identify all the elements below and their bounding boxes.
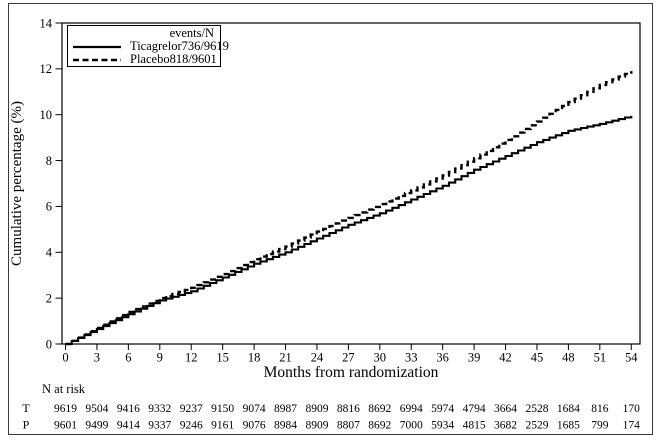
risk-value: 9414 bbox=[117, 420, 140, 432]
placebo-line-swatch-icon bbox=[73, 57, 121, 63]
legend-row-ticagrelor: Ticagrelor 736/9619 bbox=[73, 39, 229, 53]
legend-header-row: events/N bbox=[73, 26, 214, 40]
x-tick-label: 39 bbox=[468, 351, 481, 365]
risk-value: 9237 bbox=[180, 403, 203, 415]
risk-value: 4794 bbox=[463, 403, 486, 415]
risk-value: 5974 bbox=[431, 403, 454, 415]
x-tick-label: 0 bbox=[62, 351, 68, 365]
risk-value: 174 bbox=[623, 420, 641, 432]
x-tick-label: 24 bbox=[311, 351, 324, 365]
risk-value: 170 bbox=[623, 403, 641, 415]
legend-value-placebo: 818/9601 bbox=[169, 52, 217, 66]
y-tick-label: 12 bbox=[40, 62, 53, 76]
legend-label-ticagrelor: Ticagrelor bbox=[130, 39, 182, 53]
x-tick-label: 45 bbox=[531, 351, 544, 365]
risk-value: 7000 bbox=[400, 420, 423, 432]
risk-value: 9076 bbox=[243, 420, 266, 432]
ticagrelor-curve bbox=[65, 115, 633, 346]
legend-label-placebo: Placebo bbox=[130, 52, 170, 66]
x-tick-label: 12 bbox=[185, 351, 198, 365]
x-tick-label: 54 bbox=[625, 351, 638, 365]
risk-value: 4815 bbox=[463, 420, 486, 432]
x-tick-label: 18 bbox=[248, 351, 261, 365]
x-tick-label: 36 bbox=[436, 351, 449, 365]
x-tick-label: 6 bbox=[125, 351, 131, 365]
risk-value: 816 bbox=[591, 403, 609, 415]
y-axis-title-wrap: Cumulative percentage (%) bbox=[1, 23, 33, 344]
y-tick-label: 8 bbox=[46, 154, 52, 168]
y-tick-label: 0 bbox=[46, 337, 52, 351]
risk-value: 8816 bbox=[337, 403, 360, 415]
x-tick-label: 30 bbox=[374, 351, 387, 365]
plot-frame bbox=[61, 22, 641, 345]
x-tick-label: 15 bbox=[216, 351, 229, 365]
risk-value: 9416 bbox=[117, 403, 140, 415]
risk-value: 8909 bbox=[305, 420, 328, 432]
risk-value: 8692 bbox=[368, 403, 391, 415]
risk-value: 799 bbox=[591, 420, 609, 432]
x-tick-label: 51 bbox=[594, 351, 607, 365]
risk-value: 9504 bbox=[85, 403, 108, 415]
ticagrelor-line-swatch-icon bbox=[73, 44, 121, 50]
y-tick-label: 14 bbox=[40, 16, 53, 30]
risk-value: 9601 bbox=[54, 420, 77, 432]
risk-value: 8987 bbox=[274, 403, 297, 415]
x-tick-label: 27 bbox=[342, 351, 355, 365]
risk-value: 5934 bbox=[431, 420, 454, 432]
risk-value: 9337 bbox=[148, 420, 171, 432]
legend-row-placebo: Placebo 818/9601 bbox=[73, 52, 217, 66]
risk-value: 3682 bbox=[494, 420, 517, 432]
risk-value: 6994 bbox=[400, 403, 423, 415]
risk-value: 9161 bbox=[211, 420, 234, 432]
risk-row-label: T bbox=[22, 401, 30, 415]
risk-value: 9332 bbox=[148, 403, 171, 415]
risk-value: 8909 bbox=[305, 403, 328, 415]
risk-value: 9150 bbox=[211, 403, 234, 415]
placebo-curve bbox=[65, 71, 633, 346]
legend-box: events/N Ticagrelor 736/9619 Placebo 818… bbox=[67, 25, 229, 67]
x-axis-title: Months from randomization bbox=[263, 364, 439, 381]
y-tick-label: 2 bbox=[46, 291, 52, 305]
risk-value: 2529 bbox=[525, 420, 548, 432]
risk-value: 3664 bbox=[494, 403, 517, 415]
risk-value: 2528 bbox=[525, 403, 548, 415]
x-tick-label: 48 bbox=[562, 351, 575, 365]
y-axis-title: Cumulative percentage (%) bbox=[8, 101, 25, 266]
legend-header: events/N bbox=[169, 26, 214, 40]
y-tick-label: 4 bbox=[46, 246, 53, 260]
x-tick-label: 9 bbox=[157, 351, 163, 365]
n-at-risk-title: N at risk bbox=[42, 382, 86, 396]
y-tick-label: 6 bbox=[46, 200, 52, 214]
x-tick-label: 3 bbox=[94, 351, 100, 365]
risk-value: 8807 bbox=[337, 420, 360, 432]
risk-value: 1685 bbox=[557, 420, 580, 432]
risk-row-label: P bbox=[23, 418, 30, 432]
y-tick-label: 10 bbox=[40, 108, 53, 122]
x-tick-label: 33 bbox=[405, 351, 418, 365]
risk-value: 9619 bbox=[54, 403, 77, 415]
risk-value: 8984 bbox=[274, 420, 297, 432]
risk-value: 9499 bbox=[85, 420, 108, 432]
x-tick-label: 21 bbox=[279, 351, 292, 365]
risk-value: 9074 bbox=[243, 403, 266, 415]
risk-value: 9246 bbox=[180, 420, 203, 432]
legend-value-ticagrelor: 736/9619 bbox=[181, 39, 229, 53]
x-tick-label: 42 bbox=[499, 351, 512, 365]
risk-value: 1684 bbox=[557, 403, 580, 415]
risk-value: 8692 bbox=[368, 420, 391, 432]
